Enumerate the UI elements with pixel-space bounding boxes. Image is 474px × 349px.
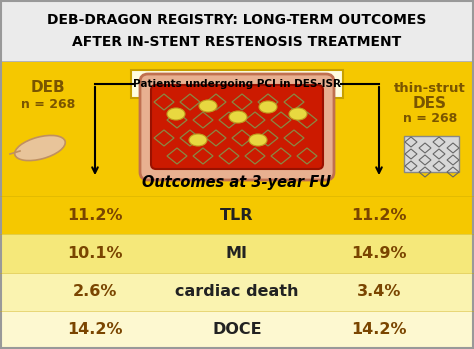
FancyBboxPatch shape — [151, 85, 323, 169]
Text: 14.9%: 14.9% — [351, 246, 407, 261]
Ellipse shape — [229, 111, 247, 123]
Text: DEB: DEB — [31, 81, 65, 96]
Text: MI: MI — [226, 246, 248, 261]
Ellipse shape — [189, 134, 207, 146]
Text: cardiac death: cardiac death — [175, 284, 299, 299]
Text: Patients undergoing PCI in DES-ISR: Patients undergoing PCI in DES-ISR — [133, 79, 341, 89]
Ellipse shape — [167, 108, 185, 120]
Text: 14.2%: 14.2% — [351, 322, 407, 337]
Ellipse shape — [259, 101, 277, 113]
Text: TLR: TLR — [220, 208, 254, 223]
FancyBboxPatch shape — [0, 234, 474, 273]
FancyBboxPatch shape — [140, 74, 334, 180]
Text: 14.2%: 14.2% — [67, 322, 123, 337]
Ellipse shape — [15, 135, 65, 161]
FancyBboxPatch shape — [0, 0, 474, 62]
Text: DES: DES — [413, 96, 447, 111]
Text: n = 268: n = 268 — [21, 98, 75, 111]
FancyBboxPatch shape — [0, 196, 474, 234]
FancyBboxPatch shape — [0, 273, 474, 311]
Ellipse shape — [289, 108, 307, 120]
Text: AFTER IN-STENT RESTENOSIS TREATMENT: AFTER IN-STENT RESTENOSIS TREATMENT — [73, 35, 401, 49]
Text: 11.2%: 11.2% — [67, 208, 123, 223]
Text: 3.4%: 3.4% — [357, 284, 401, 299]
Text: thin-strut: thin-strut — [394, 82, 466, 95]
FancyBboxPatch shape — [404, 136, 459, 172]
Ellipse shape — [249, 134, 267, 146]
Text: 2.6%: 2.6% — [73, 284, 117, 299]
Ellipse shape — [199, 100, 217, 112]
Text: DOCE: DOCE — [212, 322, 262, 337]
FancyBboxPatch shape — [0, 311, 474, 349]
Text: Outcomes at 3-year FU: Outcomes at 3-year FU — [143, 176, 331, 191]
FancyBboxPatch shape — [0, 62, 474, 196]
Text: n = 268: n = 268 — [403, 111, 457, 125]
FancyBboxPatch shape — [131, 70, 343, 98]
Text: 11.2%: 11.2% — [351, 208, 407, 223]
Text: 10.1%: 10.1% — [67, 246, 123, 261]
Text: DEB-DRAGON REGISTRY: LONG-TERM OUTCOMES: DEB-DRAGON REGISTRY: LONG-TERM OUTCOMES — [47, 13, 427, 27]
